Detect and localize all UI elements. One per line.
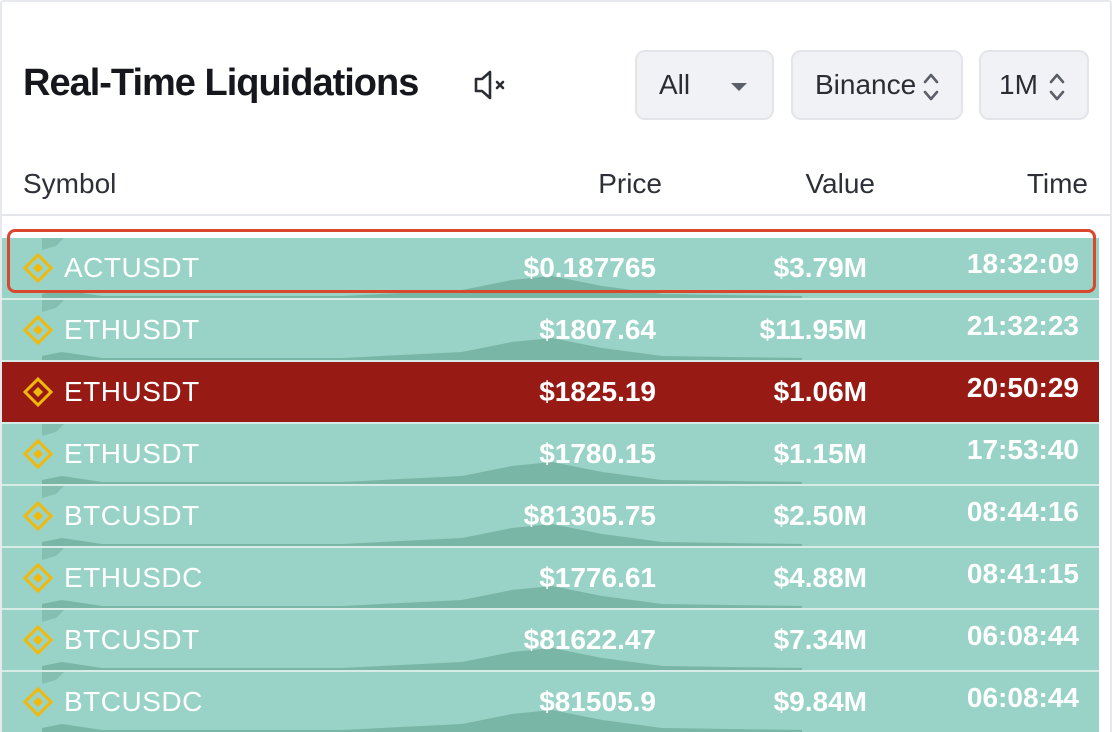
row-divider <box>2 670 1099 672</box>
row-background-chart <box>42 300 802 360</box>
table-row[interactable]: ETHUSDC $1776.61 $4.88M 08:41:15 <box>2 548 1099 608</box>
row-symbol: ETHUSDT <box>64 376 200 407</box>
row-divider <box>2 298 1099 300</box>
row-price: $81505.9 <box>539 686 656 717</box>
timeframe-value: 1M <box>999 69 1038 100</box>
table-row[interactable]: BTCUSDT $81305.75 $2.50M 08:44:16 <box>2 486 1099 546</box>
row-background-chart <box>42 672 802 732</box>
row-price: $1780.15 <box>539 438 656 469</box>
row-time: 20:50:29 <box>966 372 1079 403</box>
table-row[interactable]: ACTUSDT $0.187765 $3.79M 18:32:09 <box>2 238 1099 298</box>
row-symbol: ETHUSDC <box>64 562 203 593</box>
column-header-price[interactable]: Price <box>598 168 662 199</box>
row-value: $2.50M <box>773 500 867 531</box>
row-value: $1.15M <box>773 438 867 469</box>
row-symbol: ETHUSDT <box>64 314 200 345</box>
column-header-value[interactable]: Value <box>805 168 875 199</box>
row-symbol: BTCUSDC <box>64 686 203 717</box>
row-price: $0.187765 <box>523 252 656 283</box>
column-header-symbol[interactable]: Symbol <box>23 168 117 199</box>
row-symbol: ETHUSDT <box>64 438 200 469</box>
side-filter-select[interactable]: All <box>635 50 774 120</box>
row-divider <box>2 422 1099 424</box>
row-time: 06:08:44 <box>966 620 1079 651</box>
row-time: 08:44:16 <box>966 496 1079 527</box>
panel-header: Real-Time Liquidations All Binance 1M <box>2 2 1110 152</box>
exchange-select[interactable]: Binance <box>791 50 963 120</box>
row-symbol: BTCUSDT <box>64 624 200 655</box>
row-price: $1776.61 <box>539 562 656 593</box>
binance-icon <box>23 687 53 717</box>
row-background-chart <box>42 424 802 484</box>
table-header: Symbol Price Value Time <box>2 168 1110 208</box>
row-time: 06:08:44 <box>966 682 1079 713</box>
row-background-chart <box>42 548 802 608</box>
row-value: $4.88M <box>773 562 867 593</box>
table-row[interactable]: BTCUSDC $81505.9 $9.84M 06:08:44 <box>2 672 1099 732</box>
row-value: $11.95M <box>759 314 867 345</box>
binance-icon <box>23 625 53 655</box>
speaker-muted-icon[interactable] <box>472 68 512 102</box>
row-price: $81622.47 <box>523 624 656 655</box>
row-value: $9.84M <box>773 686 867 717</box>
up-down-chevron-icon <box>923 73 939 101</box>
row-time: 18:32:09 <box>966 248 1079 279</box>
up-down-chevron-icon <box>1049 73 1065 101</box>
panel-edge <box>1099 216 1110 732</box>
row-price: $1807.64 <box>539 314 656 345</box>
binance-icon <box>23 253 53 283</box>
binance-icon <box>23 439 53 469</box>
page-title: Real-Time Liquidations <box>23 62 419 104</box>
column-header-time[interactable]: Time <box>1026 168 1088 199</box>
header-divider <box>2 214 1110 216</box>
row-time: 08:41:15 <box>966 558 1079 589</box>
binance-icon <box>23 501 53 531</box>
binance-icon <box>23 377 53 407</box>
table-row[interactable]: ETHUSDT $1825.19 $1.06M 20:50:29 <box>2 362 1099 422</box>
row-symbol: BTCUSDT <box>64 500 200 531</box>
side-filter-value: All <box>659 69 691 100</box>
binance-icon <box>23 315 53 345</box>
row-divider <box>2 484 1099 486</box>
exchange-value: Binance <box>815 69 917 100</box>
row-time: 17:53:40 <box>966 434 1079 465</box>
row-divider <box>2 608 1099 610</box>
row-divider <box>2 546 1099 548</box>
table-row[interactable]: ETHUSDT $1780.15 $1.15M 17:53:40 <box>2 424 1099 484</box>
row-background-chart <box>42 610 802 670</box>
row-symbol: ACTUSDT <box>64 252 200 283</box>
row-time: 21:32:23 <box>966 310 1079 341</box>
timeframe-select[interactable]: 1M <box>979 50 1089 120</box>
row-value: $3.79M <box>773 252 867 283</box>
row-value: $1.06M <box>773 376 867 407</box>
table-row[interactable]: ETHUSDT $1807.64 $11.95M 21:32:23 <box>2 300 1099 360</box>
row-price: $1825.19 <box>539 376 656 407</box>
row-price: $81305.75 <box>523 500 656 531</box>
table-row[interactable]: BTCUSDT $81622.47 $7.34M 06:08:44 <box>2 610 1099 670</box>
row-divider <box>2 360 1099 362</box>
caret-down-icon <box>731 83 747 91</box>
row-background-chart <box>42 486 802 546</box>
binance-icon <box>23 563 53 593</box>
row-value: $7.34M <box>773 624 867 655</box>
